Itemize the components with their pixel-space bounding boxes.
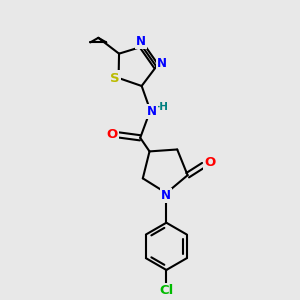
- Text: N: N: [136, 35, 146, 48]
- Text: O: O: [204, 156, 215, 169]
- Text: -H: -H: [156, 102, 169, 112]
- Text: S: S: [110, 71, 120, 85]
- Text: N: N: [147, 105, 157, 119]
- Text: N: N: [157, 57, 166, 70]
- Text: N: N: [161, 189, 171, 203]
- Text: O: O: [107, 128, 118, 141]
- Text: Cl: Cl: [159, 284, 173, 297]
